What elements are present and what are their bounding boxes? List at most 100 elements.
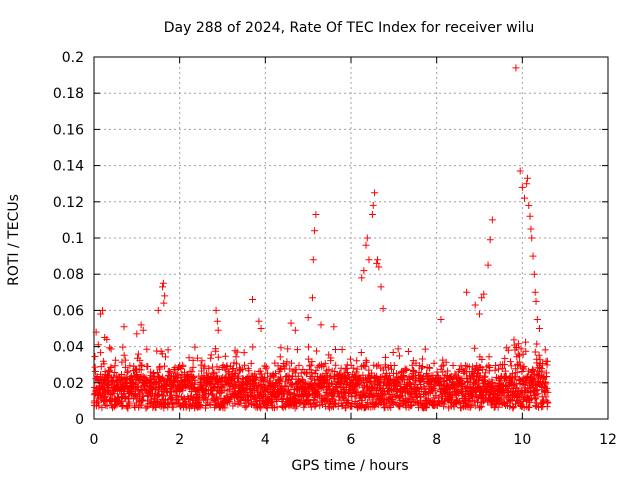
data-point	[522, 338, 530, 346]
data-point	[188, 368, 196, 376]
data-point	[301, 401, 309, 409]
data-point	[248, 296, 256, 304]
data-point	[395, 402, 403, 410]
data-point	[366, 390, 374, 398]
data-point	[471, 402, 479, 410]
data-point	[169, 403, 177, 411]
data-point	[520, 194, 528, 202]
data-point	[143, 345, 151, 353]
data-point	[377, 283, 385, 291]
data-point	[284, 345, 292, 353]
data-point	[492, 362, 500, 370]
data-point	[538, 365, 546, 373]
data-point	[203, 369, 211, 377]
data-point	[446, 373, 454, 381]
data-point	[523, 174, 531, 182]
data-point	[96, 310, 104, 318]
data-point	[107, 364, 115, 372]
data-point	[160, 404, 168, 412]
data-point	[410, 397, 418, 405]
data-point	[349, 364, 357, 372]
data-point	[363, 358, 371, 366]
data-point	[227, 376, 235, 384]
data-point	[531, 288, 539, 296]
data-point	[485, 367, 493, 375]
data-point	[191, 376, 199, 384]
data-point	[507, 362, 515, 370]
data-point	[426, 364, 434, 372]
y-tick-label: 0.02	[53, 376, 84, 392]
data-point	[375, 263, 383, 271]
data-point	[418, 374, 426, 382]
data-point	[121, 363, 129, 371]
data-point	[369, 383, 377, 391]
data-point	[357, 348, 365, 356]
data-point	[358, 274, 366, 282]
data-point	[287, 382, 295, 390]
data-point	[362, 379, 370, 387]
data-point	[297, 369, 305, 377]
data-point	[221, 352, 229, 360]
data-point	[340, 369, 348, 377]
data-point	[105, 372, 113, 380]
data-point	[365, 256, 373, 264]
data-point	[331, 346, 339, 354]
data-point	[209, 390, 217, 398]
data-point	[239, 365, 247, 373]
y-tick-label: 0.12	[53, 195, 84, 211]
data-point	[476, 372, 484, 380]
data-point	[449, 393, 457, 401]
data-point	[293, 346, 301, 354]
data-point	[413, 392, 420, 400]
data-point	[112, 356, 120, 364]
data-point	[138, 361, 146, 369]
data-point	[423, 395, 431, 403]
data-point	[492, 400, 500, 408]
data-point	[352, 368, 360, 376]
data-point	[371, 189, 379, 197]
data-point	[201, 390, 209, 398]
data-point	[201, 362, 209, 370]
data-point	[224, 387, 232, 395]
data-point	[312, 366, 320, 374]
data-point	[516, 352, 524, 360]
data-point	[171, 377, 179, 385]
data-point	[471, 379, 479, 387]
data-point	[258, 370, 266, 378]
data-point	[291, 326, 299, 334]
data-point	[189, 363, 197, 371]
data-point	[233, 360, 241, 368]
data-point	[240, 361, 248, 369]
data-point	[516, 358, 524, 366]
data-point	[513, 369, 521, 377]
data-point	[191, 343, 199, 351]
data-point	[515, 340, 523, 348]
data-point	[186, 401, 194, 409]
data-point	[461, 362, 469, 370]
data-point	[166, 367, 174, 375]
data-point	[379, 305, 387, 313]
data-point	[491, 366, 499, 374]
data-point	[98, 404, 106, 412]
data-point	[249, 343, 257, 351]
data-point	[97, 392, 105, 400]
data-point	[229, 365, 237, 373]
data-point	[93, 397, 101, 405]
data-point	[469, 392, 477, 400]
data-point	[529, 252, 537, 260]
data-point	[518, 183, 526, 191]
data-point	[313, 388, 321, 396]
data-point	[140, 392, 148, 400]
data-point	[485, 353, 493, 361]
data-point	[327, 354, 335, 362]
data-point	[305, 362, 313, 370]
data-point	[330, 323, 338, 331]
data-point	[240, 349, 248, 357]
data-point	[247, 359, 255, 367]
data-point	[119, 343, 127, 351]
data-point	[136, 356, 144, 364]
data-point	[173, 392, 181, 400]
data-point	[529, 367, 537, 375]
data-point	[179, 362, 187, 370]
data-point	[99, 306, 107, 314]
